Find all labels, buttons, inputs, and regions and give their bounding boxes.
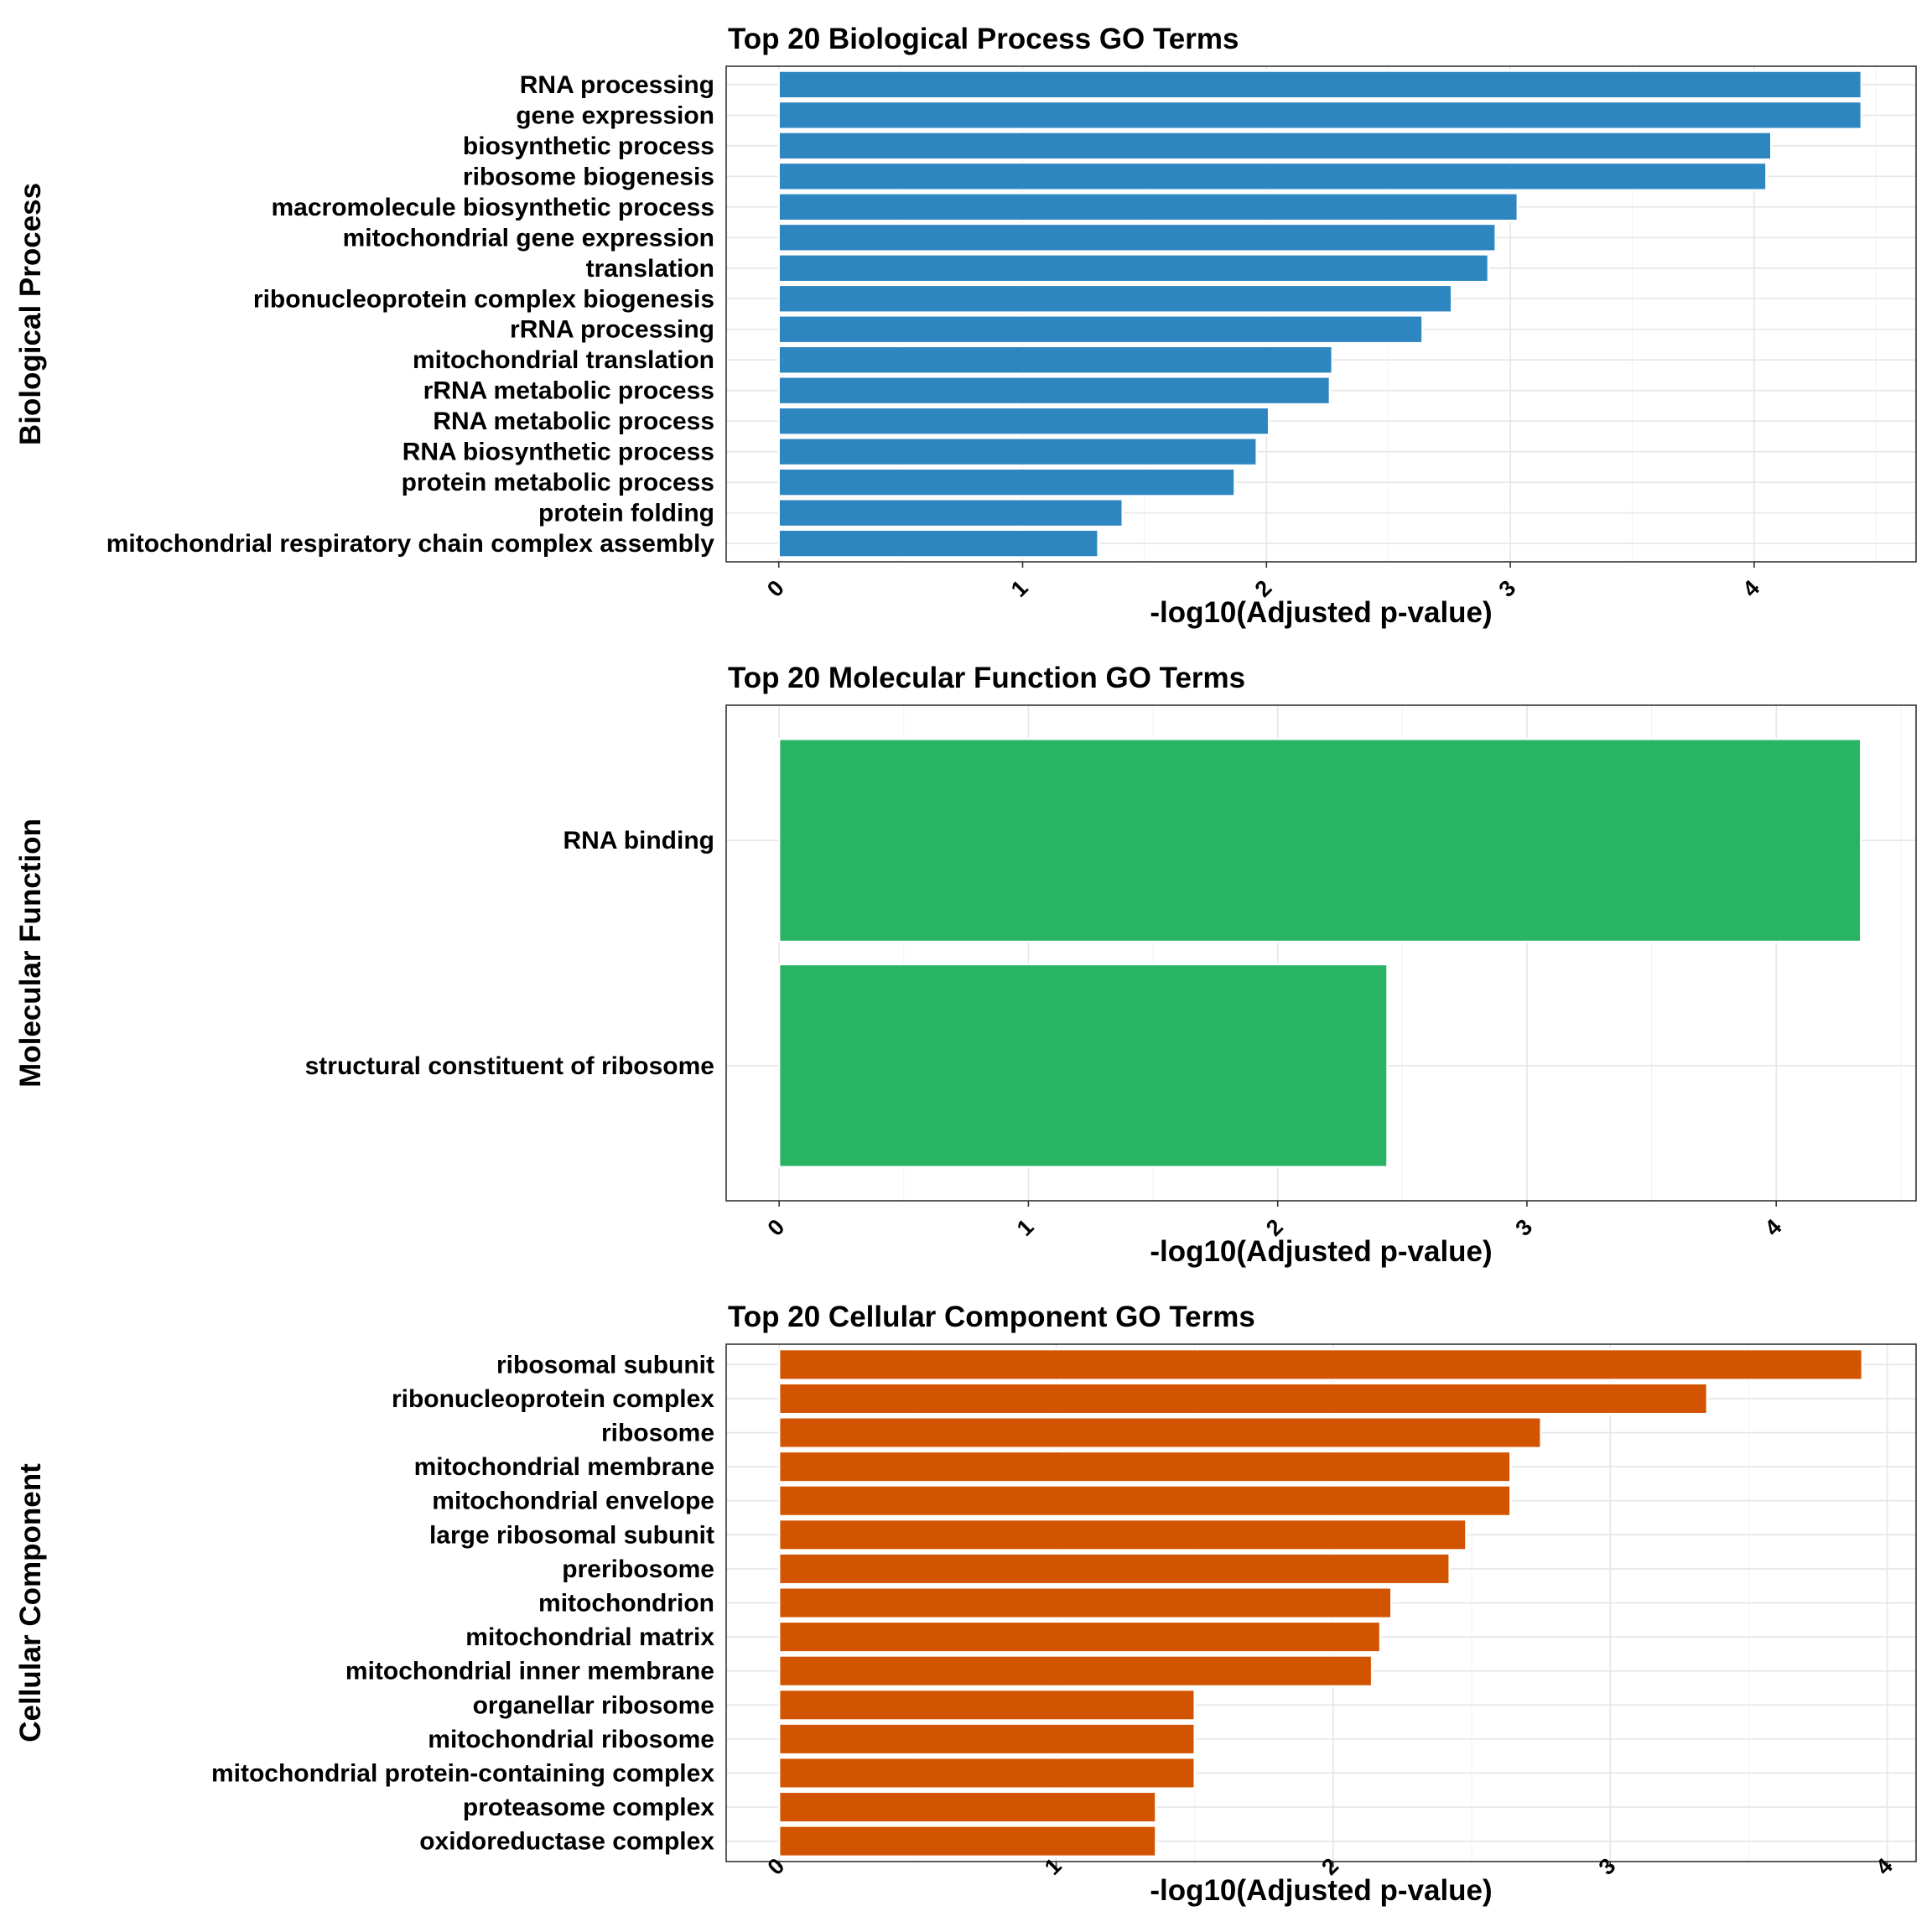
x-tick-label: 1 — [1006, 575, 1033, 602]
category-label: mitochondrial gene expression — [343, 224, 714, 252]
chart-title: Top 20 Molecular Function GO Terms — [728, 662, 1245, 694]
category-label: mitochondrion — [538, 1590, 714, 1618]
category-label: RNA biosynthetic process — [402, 439, 714, 466]
bar-7 — [777, 253, 1490, 283]
bar-4 — [777, 1450, 1512, 1483]
bar-5 — [777, 192, 1519, 222]
bar-1 — [777, 1348, 1864, 1381]
bar-12 — [777, 406, 1270, 436]
chart-title: Top 20 Biological Process GO Terms — [728, 23, 1239, 55]
category-label: mitochondrial respiratory chain complex … — [106, 530, 715, 558]
x-tick-label: 4 — [1871, 1853, 1898, 1880]
y-axis-label: Molecular Function — [14, 818, 47, 1088]
bar-11 — [777, 376, 1332, 406]
bar-15 — [777, 1825, 1157, 1858]
bar-10 — [777, 345, 1334, 375]
category-label: ribonucleoprotein complex — [392, 1385, 714, 1413]
x-tick-label: 4 — [1760, 1214, 1787, 1241]
x-tick-label: 0 — [763, 1214, 790, 1241]
molecular-function-chart: RNA binding structural constituent of rib… — [14, 662, 1917, 1268]
chart-title: Top 20 Cellular Component GO Terms — [728, 1301, 1255, 1333]
category-label: large ribosomal subunit — [429, 1521, 714, 1549]
category-label: RNA metabolic process — [433, 408, 714, 435]
panel-border — [725, 704, 1917, 1202]
cellular-component-chart: ribosomal subunit ribonucleoprotein compl… — [14, 1301, 1917, 1907]
category-label: mitochondrial membrane — [414, 1453, 714, 1481]
category-label: ribonucleoprotein complex biogenesis — [253, 285, 714, 313]
category-label: mitochondrial ribosome — [428, 1726, 714, 1753]
bar-10 — [777, 1654, 1374, 1688]
category-label: rRNA processing — [510, 316, 714, 344]
x-tick-label: 3 — [1510, 1214, 1537, 1241]
bar-2 — [777, 963, 1389, 1168]
category-label: biosynthetic process — [463, 132, 714, 160]
bar-2 — [777, 100, 1863, 131]
category-label: organellar ribosome — [473, 1691, 714, 1719]
bar-8 — [777, 283, 1453, 314]
bar-1 — [777, 70, 1863, 100]
bar-5 — [777, 1484, 1512, 1518]
x-tick-label: 3 — [1594, 1853, 1621, 1880]
x-tick-label: 0 — [762, 575, 789, 602]
category-label: mitochondrial envelope — [432, 1488, 714, 1515]
category-label: RNA binding — [563, 827, 714, 854]
bar-1 — [777, 738, 1862, 943]
category-label: rRNA metabolic process — [423, 377, 714, 405]
bar-8 — [777, 1586, 1393, 1620]
bar-2 — [777, 1382, 1709, 1415]
category-label: mitochondrial translation — [413, 346, 714, 374]
category-label: mitochondrial matrix — [465, 1623, 714, 1651]
bar-14 — [777, 467, 1236, 497]
x-tick-label: 3 — [1494, 575, 1521, 602]
category-label: mitochondrial inner membrane — [345, 1658, 714, 1685]
category-label: translation — [586, 255, 714, 283]
x-axis-label: -log10(Adjusted p-value) — [1150, 1235, 1492, 1268]
bar-12 — [777, 1722, 1196, 1756]
bar-11 — [777, 1688, 1196, 1722]
bar-13 — [777, 1756, 1196, 1789]
bar-14 — [777, 1790, 1157, 1824]
category-label: preribosome — [562, 1555, 714, 1583]
bar-3 — [777, 131, 1773, 161]
category-label: mitochondrial protein-containing complex — [211, 1759, 714, 1787]
panel-border — [725, 1343, 1917, 1862]
y-axis-label: Cellular Component — [14, 1463, 47, 1742]
bar-13 — [777, 437, 1258, 467]
bar-4 — [777, 161, 1768, 192]
bar-3 — [777, 1416, 1542, 1450]
bar-15 — [777, 497, 1124, 528]
category-label: structural constituent of ribosome — [305, 1052, 714, 1080]
bar-6 — [777, 1518, 1467, 1551]
bar-7 — [777, 1552, 1451, 1586]
category-label: RNA processing — [520, 71, 714, 99]
bar-6 — [777, 222, 1497, 252]
category-label: oxidoreductase complex — [419, 1828, 714, 1856]
panel-border — [725, 65, 1917, 563]
category-label: ribosome — [601, 1420, 714, 1447]
x-tick-label: 1 — [1012, 1214, 1039, 1241]
y-axis-label: Biological Process — [14, 183, 47, 445]
category-label: protein folding — [538, 500, 714, 527]
x-tick-label: 4 — [1737, 575, 1764, 602]
bar-16 — [777, 528, 1099, 558]
bar-9 — [777, 1620, 1382, 1654]
category-label: protein metabolic process — [402, 469, 714, 496]
category-label: ribosomal subunit — [496, 1351, 714, 1379]
x-axis-label: -log10(Adjusted p-value) — [1150, 1874, 1492, 1907]
category-label: proteasome complex — [463, 1794, 714, 1821]
category-label: ribosome biogenesis — [463, 163, 714, 190]
bar-9 — [777, 314, 1424, 345]
category-label: gene expression — [516, 101, 714, 129]
category-label: macromolecule biosynthetic process — [271, 194, 714, 221]
x-axis-label: -log10(Adjusted p-value) — [1150, 596, 1492, 629]
